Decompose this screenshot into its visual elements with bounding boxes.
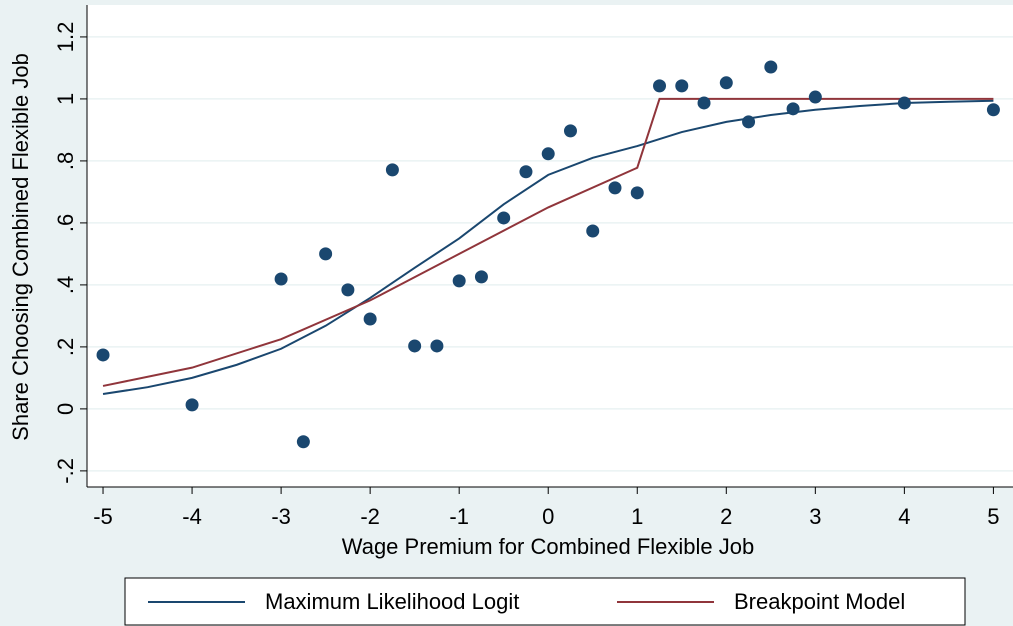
data-point	[96, 348, 110, 362]
x-tick-label: 1	[631, 504, 643, 529]
data-point	[474, 270, 488, 284]
data-point	[586, 224, 600, 238]
data-point	[653, 79, 667, 93]
x-tick-label: 2	[720, 504, 732, 529]
y-tick-label: -.2	[53, 458, 78, 484]
y-tick-label: .2	[53, 338, 78, 356]
plot-area	[87, 5, 1013, 487]
x-tick-label: -4	[182, 504, 202, 529]
data-point	[742, 115, 756, 129]
data-point	[630, 186, 644, 200]
data-point	[541, 147, 555, 161]
data-point	[563, 124, 577, 138]
y-tick-label: 0	[53, 403, 78, 415]
y-tick-label: .8	[53, 152, 78, 170]
y-axis-title: Share Choosing Combined Flexible Job	[8, 53, 33, 441]
data-point	[408, 339, 422, 353]
legend	[124, 577, 966, 626]
y-tick-label: 1.2	[53, 22, 78, 53]
data-point	[808, 90, 822, 104]
data-point	[430, 339, 444, 353]
data-point	[786, 102, 800, 116]
data-point	[608, 181, 622, 195]
data-point	[519, 165, 533, 179]
x-tick-label: 3	[809, 504, 821, 529]
data-point	[897, 96, 911, 110]
x-tick-label: 5	[987, 504, 999, 529]
x-tick-label: -3	[271, 504, 291, 529]
y-tick-label: 1	[53, 93, 78, 105]
data-point	[452, 274, 466, 288]
data-point	[296, 435, 310, 449]
data-point	[764, 60, 778, 74]
data-point	[341, 283, 355, 297]
data-point	[497, 211, 511, 225]
x-tick-label: -5	[93, 504, 113, 529]
data-point	[697, 96, 711, 110]
legend-label: Maximum Likelihood Logit	[265, 589, 519, 614]
data-point	[675, 79, 689, 93]
data-point	[274, 272, 288, 286]
data-point	[185, 398, 199, 412]
y-tick-label: .6	[53, 214, 78, 232]
x-tick-label: -2	[360, 504, 380, 529]
data-point	[719, 76, 733, 90]
data-point	[385, 163, 399, 177]
y-tick-label: .4	[53, 276, 78, 294]
x-tick-label: 0	[542, 504, 554, 529]
x-tick-label: 4	[898, 504, 910, 529]
series-line	[102, 97, 994, 387]
x-axis-title: Wage Premium for Combined Flexible Job	[342, 534, 754, 559]
legend-label: Breakpoint Model	[734, 589, 905, 614]
x-tick-label: -1	[449, 504, 469, 529]
data-point	[319, 247, 333, 261]
series-line	[102, 99, 994, 395]
data-point	[363, 312, 377, 326]
data-point	[986, 103, 1000, 117]
